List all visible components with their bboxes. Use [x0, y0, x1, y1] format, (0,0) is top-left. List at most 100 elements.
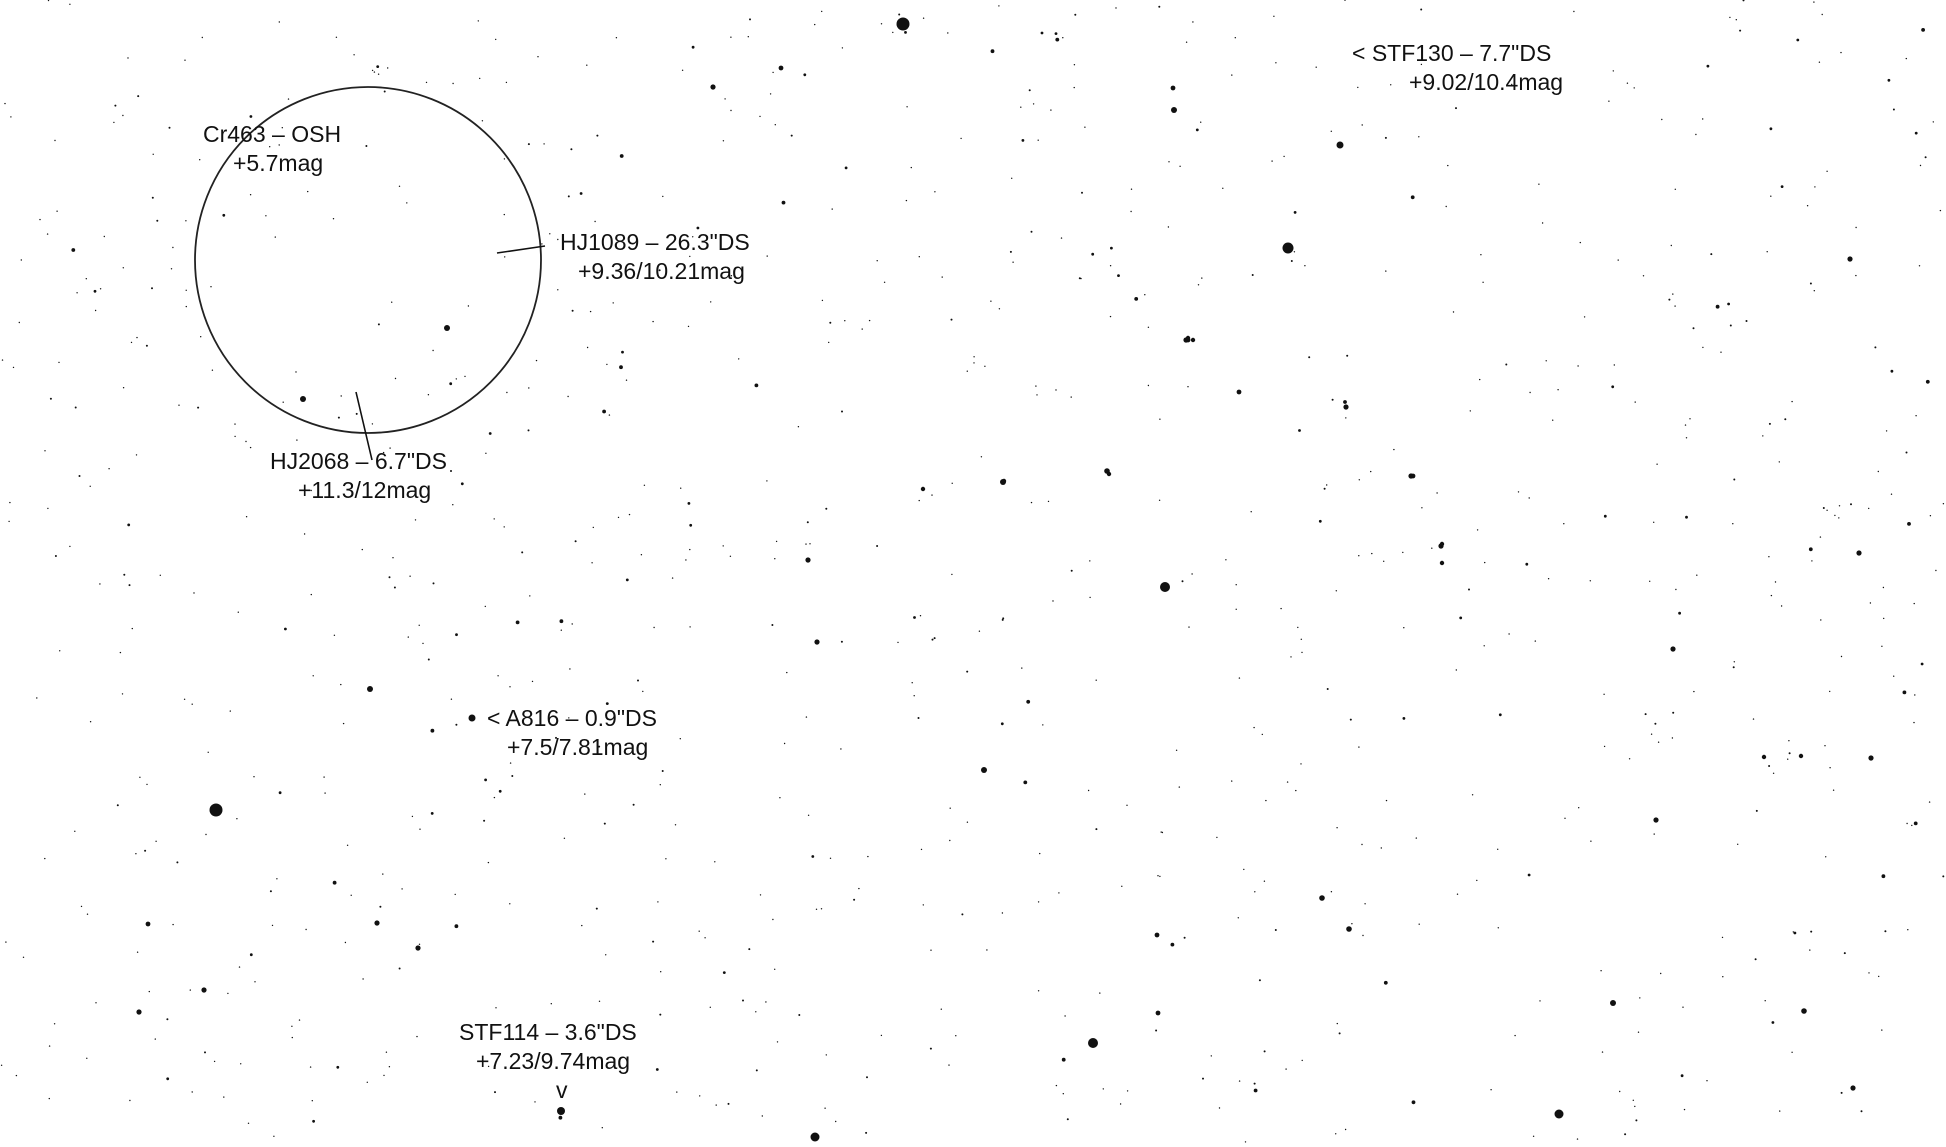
faint-star: [1385, 270, 1387, 272]
faint-star: [596, 134, 599, 137]
faint-star: [1160, 831, 1162, 833]
faint-star: [450, 470, 452, 472]
faint-star: [1183, 936, 1186, 939]
faint-star: [1792, 931, 1795, 933]
faint-star: [1130, 188, 1133, 190]
faint-star: [146, 783, 148, 786]
faint-star: [1028, 89, 1031, 92]
faint-star: [1868, 507, 1870, 510]
bright-star: [1154, 932, 1160, 938]
faint-star: [484, 778, 487, 782]
faint-star: [425, 81, 428, 84]
faint-star: [1818, 61, 1821, 63]
faint-star: [509, 762, 512, 764]
faint-star: [113, 121, 115, 124]
faint-star: [1820, 619, 1822, 621]
hj1089-pointer-line: [496, 245, 546, 254]
faint-star: [906, 106, 908, 108]
faint-star: [1037, 901, 1040, 903]
faint-star: [698, 930, 700, 932]
faint-star: [1021, 139, 1025, 142]
faint-star: [955, 1035, 957, 1037]
faint-star: [986, 949, 988, 951]
faint-star: [1383, 560, 1385, 562]
faint-star: [661, 770, 664, 772]
faint-star: [1538, 183, 1540, 185]
bright-star: [1439, 541, 1445, 547]
faint-star: [1099, 992, 1101, 994]
faint-star: [80, 905, 83, 908]
faint-star: [1361, 843, 1363, 846]
faint-star: [47, 0, 50, 2]
faint-star: [303, 533, 306, 535]
faint-star: [493, 796, 496, 799]
faint-star: [1109, 265, 1112, 267]
faint-star: [1052, 600, 1054, 602]
faint-star: [1480, 254, 1482, 256]
faint-star: [534, 1101, 536, 1103]
bright-star: [1343, 404, 1349, 410]
bright-star: [1106, 471, 1112, 477]
faint-star: [980, 456, 983, 458]
faint-star: [892, 31, 894, 34]
faint-star: [460, 482, 464, 486]
faint-star: [1860, 1110, 1863, 1113]
faint-star: [835, 1120, 837, 1123]
faint-star: [1603, 514, 1607, 518]
faint-star: [829, 321, 832, 324]
faint-star: [1235, 608, 1237, 610]
faint-star: [406, 202, 408, 204]
faint-star: [990, 49, 995, 54]
faint-star: [1351, 923, 1353, 925]
bright-star: [1160, 582, 1170, 592]
faint-star: [1361, 124, 1363, 126]
faint-star: [1624, 1133, 1627, 1136]
faint-star: [973, 362, 975, 364]
bright-star: [1170, 85, 1176, 91]
faint-star: [1187, 386, 1189, 388]
faint-star: [1285, 1068, 1287, 1070]
faint-star: [1074, 13, 1077, 16]
faint-star: [204, 1051, 206, 1054]
faint-star: [432, 349, 434, 352]
faint-star: [759, 115, 761, 118]
faint-star: [503, 158, 506, 160]
bright-star: [1439, 560, 1445, 566]
faint-star: [1147, 384, 1150, 387]
faint-star: [310, 593, 312, 596]
faint-star: [1809, 282, 1812, 285]
faint-star: [128, 584, 131, 587]
faint-star: [592, 526, 594, 529]
faint-star: [1297, 626, 1299, 629]
faint-star: [48, 1045, 51, 1047]
faint-star: [1300, 638, 1303, 640]
faint-star: [249, 953, 253, 957]
faint-star: [253, 776, 255, 778]
faint-star: [978, 630, 981, 632]
faint-star: [316, 157, 318, 160]
faint-star: [521, 551, 524, 554]
faint-star: [1813, 1, 1815, 3]
faint-star: [605, 702, 608, 705]
bright-star: [1868, 755, 1874, 761]
faint-star: [1813, 290, 1816, 292]
faint-star: [569, 668, 571, 670]
faint-star: [1601, 1051, 1604, 1053]
bright-star: [1801, 1008, 1807, 1014]
faint-star: [710, 301, 712, 303]
faint-star: [407, 636, 409, 638]
faint-star: [8, 520, 10, 523]
faint-star: [1039, 852, 1041, 855]
faint-star: [1081, 191, 1083, 194]
faint-star: [108, 468, 110, 470]
faint-star: [48, 1097, 50, 1100]
faint-star: [1838, 517, 1840, 519]
faint-star: [940, 1008, 942, 1010]
faint-star: [615, 37, 618, 39]
faint-star: [1009, 250, 1012, 253]
faint-star: [676, 1091, 678, 1093]
faint-star: [49, 397, 52, 400]
faint-star: [305, 928, 307, 931]
bright-star: [1847, 256, 1853, 262]
